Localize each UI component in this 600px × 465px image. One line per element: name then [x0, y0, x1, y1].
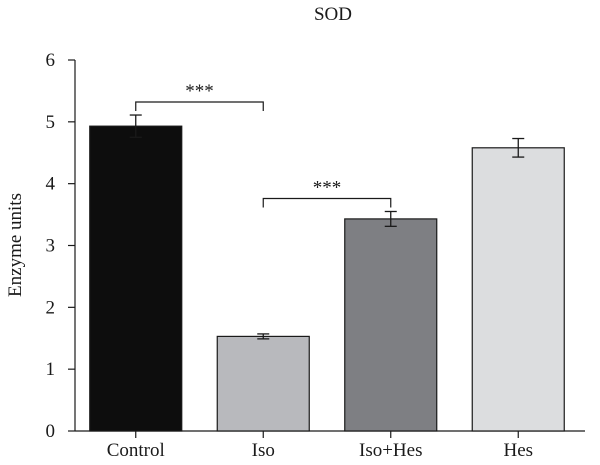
chart-title: SOD — [314, 4, 352, 25]
bar-iso — [216, 335, 310, 432]
significance-stars: *** — [185, 81, 214, 102]
y-tick-label: 6 — [46, 50, 56, 71]
y-tick-label: 2 — [46, 297, 56, 318]
y-tick-label: 4 — [46, 174, 56, 195]
bar-hes — [471, 147, 565, 432]
y-tick-label: 5 — [46, 112, 56, 133]
bar-control — [89, 125, 183, 432]
x-category-label: Control — [107, 440, 165, 461]
significance-bracket — [262, 197, 392, 208]
bars: Control Iso Iso+Hes Hes — [89, 114, 565, 461]
significance-stars: *** — [313, 177, 342, 198]
bar-iso-hes — [344, 218, 438, 432]
y-tick-label: 0 — [46, 421, 56, 442]
significance-annotations: *** *** — [135, 81, 392, 208]
y-tick-label: 1 — [46, 359, 56, 380]
significance-bracket — [135, 101, 264, 112]
x-category-label: Hes — [503, 440, 533, 461]
x-category-label: Iso — [252, 440, 275, 461]
y-tick-label: 3 — [46, 236, 56, 257]
y-axis-label: Enzyme units — [5, 193, 26, 297]
x-category-label: Iso+Hes — [359, 440, 423, 461]
